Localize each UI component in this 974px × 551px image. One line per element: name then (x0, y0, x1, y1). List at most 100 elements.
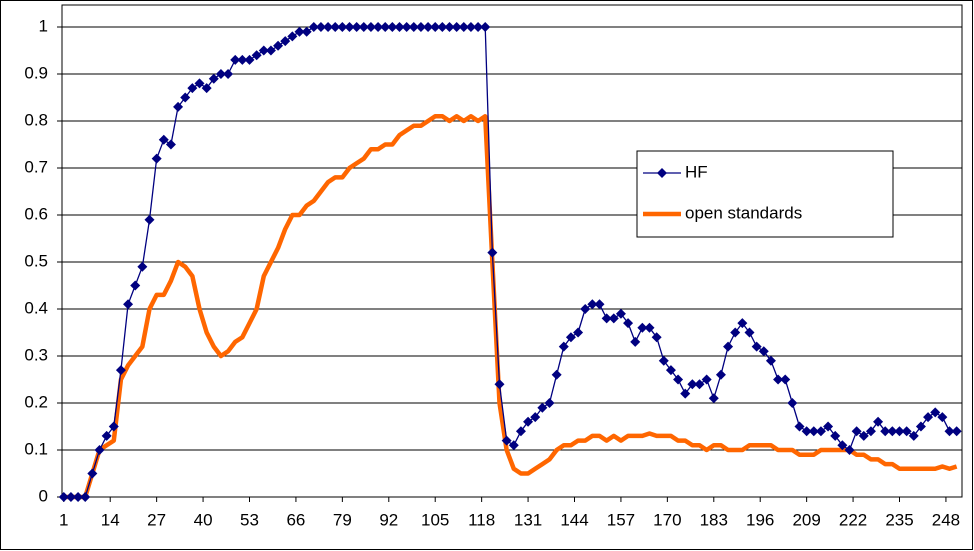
data-marker (408, 22, 419, 32)
data-marker (794, 421, 805, 432)
data-marker (915, 421, 926, 432)
series-line (63, 114, 958, 500)
data-marker (487, 247, 498, 258)
data-marker (458, 22, 469, 32)
data-marker (337, 22, 348, 32)
data-marker (451, 22, 462, 32)
data-marker (708, 393, 719, 404)
data-marker (673, 374, 684, 385)
data-marker (558, 341, 569, 352)
data-marker (515, 426, 526, 437)
data-marker (380, 22, 391, 32)
data-marker (65, 492, 76, 502)
data-marker (887, 426, 898, 437)
data-marker (937, 412, 948, 423)
x-tick-label: 14 (101, 510, 120, 529)
data-marker (180, 92, 191, 103)
data-marker (808, 426, 819, 437)
data-marker (373, 22, 384, 32)
data-marker (858, 430, 869, 441)
data-marker (637, 322, 648, 333)
data-marker (823, 421, 834, 432)
y-tick-label: 0.2 (24, 392, 48, 411)
data-marker (551, 369, 562, 380)
data-marker (80, 492, 91, 502)
data-marker (194, 78, 205, 89)
legend-marker (657, 168, 667, 178)
data-marker (830, 430, 841, 441)
data-marker (144, 214, 155, 225)
data-marker (644, 322, 655, 333)
y-tick-label: 0.5 (24, 251, 48, 270)
data-marker (723, 341, 734, 352)
x-tick-label: 105 (421, 510, 449, 529)
data-marker (73, 492, 84, 502)
data-marker (544, 398, 555, 408)
data-marker (594, 299, 605, 310)
data-marker (465, 22, 476, 32)
data-marker (851, 426, 862, 437)
plot-area (61, 4, 963, 498)
y-tick-label: 0.8 (24, 110, 48, 129)
data-marker (273, 40, 284, 51)
data-marker (344, 22, 355, 32)
data-marker (573, 327, 584, 338)
data-marker (101, 430, 112, 441)
x-tick-label: 235 (885, 510, 913, 529)
data-marker (223, 69, 234, 79)
data-marker (401, 22, 412, 32)
x-tick-label: 79 (333, 510, 352, 529)
data-marker (930, 407, 941, 418)
data-marker (123, 299, 134, 310)
x-tick-label: 1 (59, 510, 68, 529)
data-marker (901, 426, 912, 437)
data-marker (187, 83, 198, 94)
data-marker (908, 430, 919, 441)
data-marker (437, 22, 448, 32)
data-marker (115, 365, 126, 376)
data-marker (87, 468, 98, 479)
data-marker (480, 22, 491, 32)
data-marker (730, 327, 741, 338)
x-tick-label: 66 (286, 510, 305, 529)
data-marker (215, 69, 226, 79)
data-marker (394, 22, 405, 32)
data-marker (351, 22, 362, 32)
y-tick-label: 1 (39, 16, 48, 35)
data-marker (201, 83, 212, 94)
data-marker (744, 327, 755, 338)
data-marker (665, 365, 676, 376)
x-tick-label: 157 (607, 510, 635, 529)
x-tick-label: 248 (932, 510, 960, 529)
data-marker (615, 308, 626, 319)
data-marker (758, 346, 769, 357)
y-tick-label: 0.9 (24, 63, 48, 82)
data-marker (315, 22, 326, 32)
x-tick-label: 183 (700, 510, 728, 529)
data-marker (358, 22, 369, 32)
data-marker (94, 445, 105, 455)
data-marker (894, 426, 905, 437)
data-marker (715, 369, 726, 380)
data-marker (387, 22, 398, 32)
data-marker (844, 445, 855, 455)
x-tick-label: 209 (792, 510, 820, 529)
y-tick-label: 0.3 (24, 345, 48, 364)
data-marker (523, 416, 534, 427)
data-marker (165, 139, 176, 150)
data-marker (173, 101, 184, 112)
data-marker (651, 332, 662, 343)
data-marker (244, 54, 255, 65)
data-marker (751, 341, 762, 352)
data-marker (837, 440, 848, 451)
data-marker (680, 388, 691, 399)
data-marker (580, 304, 591, 314)
data-marker (365, 22, 376, 32)
data-marker (415, 22, 426, 32)
data-marker (265, 45, 276, 56)
x-tick-label: 27 (147, 510, 166, 529)
y-tick-label: 0.4 (24, 298, 48, 317)
data-marker (130, 280, 141, 291)
data-marker (280, 36, 291, 47)
data-marker (151, 153, 162, 164)
